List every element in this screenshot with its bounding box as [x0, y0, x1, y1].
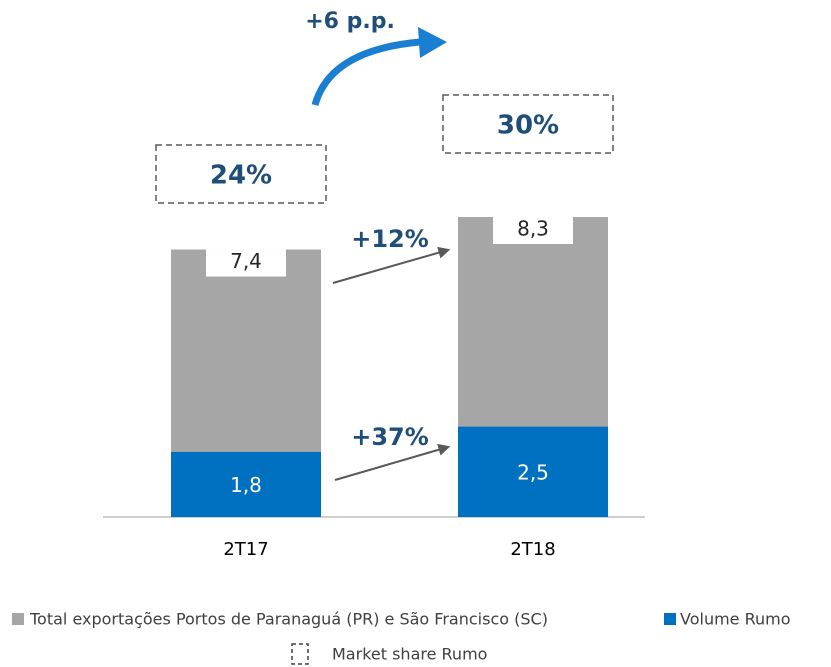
growth-arrow — [334, 443, 451, 481]
growth-arrow — [332, 246, 451, 284]
legend-swatch — [291, 643, 309, 665]
share-growth-label: +6 p.p. — [305, 9, 395, 34]
value-label: 1,8 — [230, 473, 262, 497]
market-share-box — [155, 144, 327, 204]
bar — [458, 426, 608, 517]
market-share-box — [442, 94, 614, 154]
value-label: 2,5 — [517, 460, 549, 484]
x-tick-label: 2T17 — [223, 539, 268, 560]
share-arrow-head — [418, 27, 447, 58]
legend-label: Market share Rumo — [332, 645, 487, 664]
legend-label: Volume Rumo — [680, 610, 791, 629]
x-tick-label: 2T18 — [510, 539, 555, 560]
share-arrow — [311, 38, 421, 107]
value-label: 8,3 — [517, 217, 549, 241]
growth-label: +12% — [351, 225, 429, 253]
bar — [171, 451, 321, 517]
market-share-label: 24% — [210, 161, 272, 191]
market-share-label: 30% — [497, 111, 559, 141]
growth-label: +37% — [351, 423, 429, 451]
legend-label: Total exportações Portos de Paranaguá (P… — [29, 610, 548, 629]
legend-swatch — [664, 613, 676, 625]
label-box — [206, 249, 286, 277]
legend-swatch — [12, 613, 24, 625]
value-label: 7,4 — [230, 249, 262, 273]
label-box — [493, 217, 573, 244]
